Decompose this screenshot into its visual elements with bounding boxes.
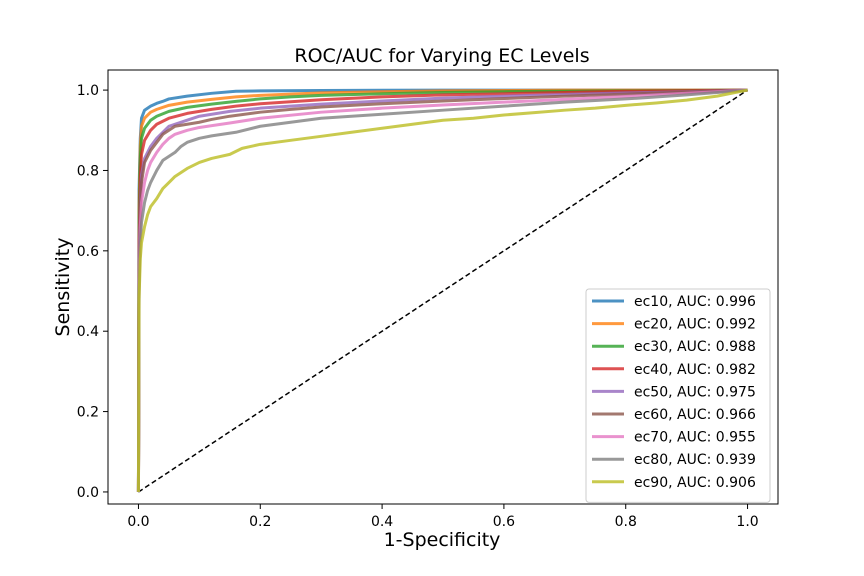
x-tick-label: 1.0	[736, 514, 758, 530]
legend-label-7: ec70, AUC: 0.955	[634, 430, 756, 446]
legend-label-1: ec10, AUC: 0.996	[634, 294, 756, 310]
x-tick-label: 0.4	[371, 514, 393, 530]
y-tick-label: 0.4	[77, 324, 99, 340]
roc-series-line-4	[136, 88, 748, 492]
y-tick-label: 0.2	[77, 405, 99, 421]
y-tick-label: 0.6	[77, 244, 99, 260]
y-tick-label: 0.0	[77, 485, 99, 501]
legend-label-6: ec60, AUC: 0.966	[634, 407, 756, 423]
legend-label-4: ec40, AUC: 0.982	[634, 362, 756, 378]
x-tick-label: 0.2	[249, 514, 271, 530]
legend-label-2: ec20, AUC: 0.992	[634, 317, 756, 333]
legend-label-9: ec90, AUC: 0.906	[634, 475, 756, 491]
legend: ec10, AUC: 0.996 ec20, AUC: 0.992 ec30, AU…	[585, 288, 771, 503]
x-tick-label: 0.0	[127, 514, 149, 530]
roc-series-line-6	[136, 88, 748, 492]
roc-series-line-2	[136, 88, 748, 492]
x-tick-label: 0.6	[493, 514, 515, 530]
x-axis-label: 1-Specificity	[384, 529, 501, 551]
roc-series-line-3	[136, 88, 748, 492]
legend-box	[585, 288, 771, 503]
legend-label-5: ec50, AUC: 0.975	[634, 384, 756, 400]
y-axis-label: Sensitivity	[52, 238, 74, 337]
y-tick-label: 0.8	[77, 163, 99, 179]
roc-series-line-9	[136, 88, 748, 492]
chart-title: ROC/AUC for Varying EC Levels	[294, 45, 589, 67]
legend-label-3: ec30, AUC: 0.988	[634, 339, 756, 355]
y-tick-label: 1.0	[77, 83, 99, 99]
x-tick-label: 0.8	[615, 514, 637, 530]
legend-label-8: ec80, AUC: 0.939	[634, 452, 756, 468]
axis-ticks: 0.0 0.2 0.4 0.6 0.8 1.0 0.0 0.2 0.4 0.6 0.8 1.0	[77, 83, 759, 530]
roc-series-line-7	[136, 88, 748, 492]
plot-area	[136, 88, 748, 493]
roc-series-line-8	[136, 88, 748, 492]
axes-frame	[107, 69, 779, 505]
chance-diagonal-line	[138, 89, 748, 493]
